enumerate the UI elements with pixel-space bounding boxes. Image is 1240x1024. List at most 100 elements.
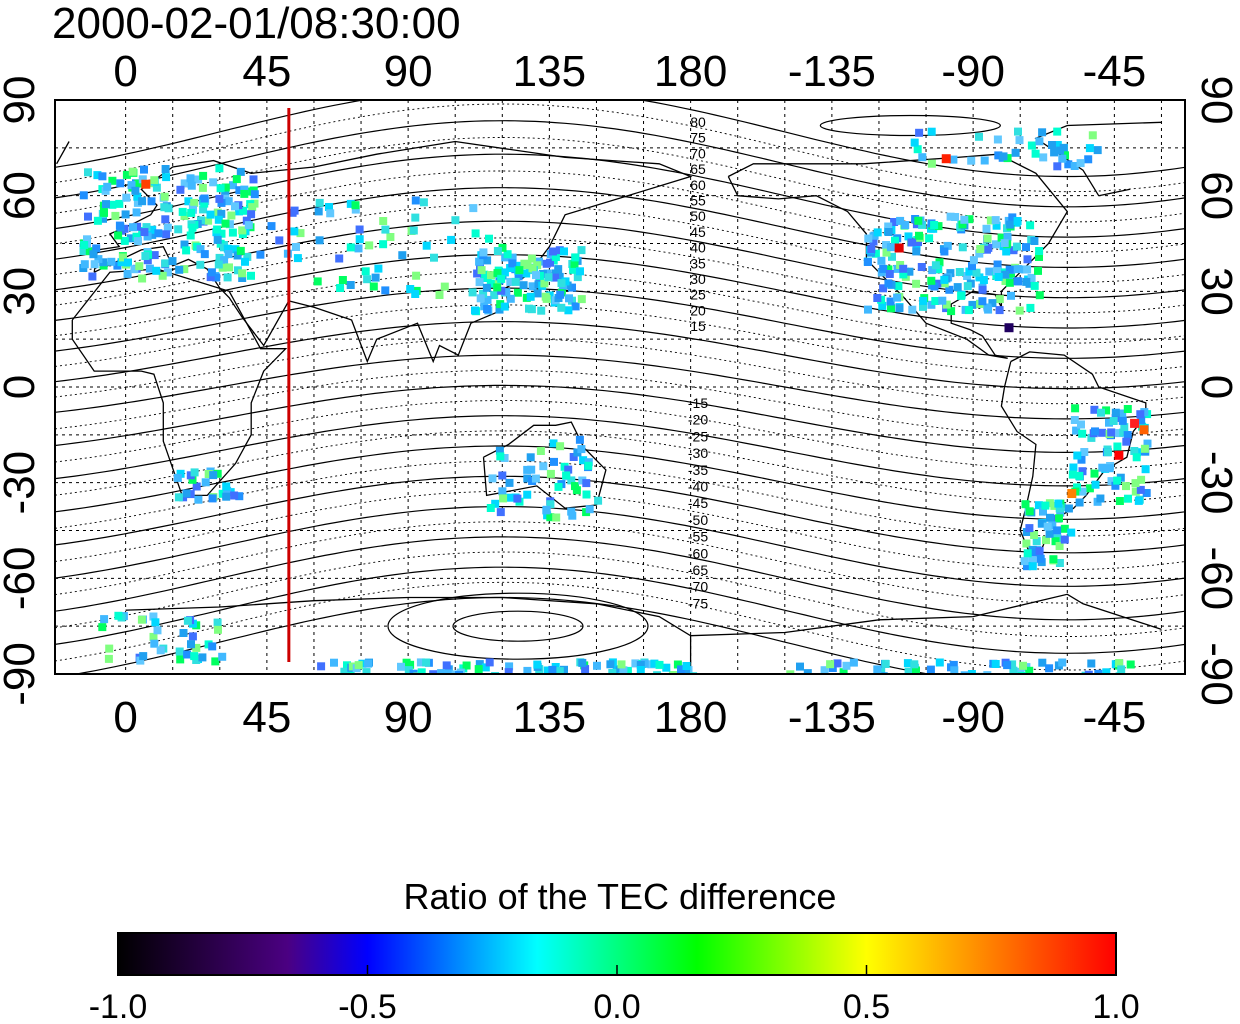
tec-cell — [398, 251, 407, 260]
tec-cell — [1114, 450, 1124, 460]
tec-cell — [1006, 220, 1015, 229]
tec-cell — [214, 625, 222, 634]
contour-label: 75 — [690, 130, 706, 146]
tec-cell — [576, 267, 584, 276]
tec-cell — [879, 264, 888, 273]
tec-cell — [894, 243, 904, 253]
tec-cell — [330, 658, 338, 667]
tec-cell — [108, 200, 117, 209]
magnetic-contour — [55, 287, 1185, 359]
tec-cell — [148, 230, 157, 239]
tec-cell — [409, 226, 418, 235]
tec-cell — [214, 215, 223, 224]
tec-cell — [190, 652, 199, 661]
tec-cell — [1088, 131, 1097, 140]
tec-cell — [1087, 433, 1096, 442]
tec-cell — [1008, 660, 1017, 669]
y-tick-label-right: -30 — [1192, 451, 1240, 515]
tec-cell — [208, 642, 217, 651]
tec-cell — [120, 236, 129, 245]
tec-cell — [562, 471, 571, 480]
tec-cell — [552, 513, 561, 522]
tec-cell — [1091, 480, 1100, 489]
tec-cell — [175, 265, 184, 274]
tec-cell — [1070, 162, 1079, 170]
tec-cell — [121, 210, 130, 219]
tec-cell — [161, 165, 170, 173]
tec-cell — [102, 200, 110, 209]
tec-cell — [947, 307, 956, 316]
tec-cell — [867, 245, 876, 254]
contour-label: 70 — [690, 145, 706, 161]
tec-cell — [1034, 266, 1042, 275]
tec-cell — [565, 294, 573, 303]
x-tick-label-bottom: -90 — [941, 693, 1005, 742]
contour-label: 50 — [690, 208, 706, 224]
tec-cell — [99, 214, 107, 223]
tec-cell — [941, 154, 951, 164]
tec-cell — [1050, 501, 1059, 510]
tec-cell — [544, 273, 553, 282]
tec-cell — [1049, 555, 1058, 564]
tec-cell — [578, 658, 587, 667]
tec-cell — [1141, 465, 1150, 474]
contour-label: 15 — [690, 318, 706, 334]
tec-cell — [290, 227, 299, 236]
tec-cell — [444, 669, 453, 674]
tec-cell — [960, 215, 969, 224]
tec-cell — [174, 493, 183, 502]
tec-cell — [978, 297, 987, 306]
tec-cell — [176, 185, 185, 194]
tec-cell — [655, 660, 664, 669]
tec-cell — [907, 238, 916, 247]
tec-cell — [201, 478, 210, 487]
tec-cell — [963, 272, 972, 280]
tec-cell — [141, 252, 150, 260]
tec-cell — [884, 222, 893, 231]
magnetic-contour — [55, 354, 1185, 420]
tec-cell — [236, 167, 245, 176]
south-pole-contour — [452, 610, 584, 642]
tec-cell — [912, 247, 921, 256]
tec-cell — [992, 240, 1000, 249]
tec-cell — [93, 216, 102, 225]
tec-cell — [953, 283, 962, 292]
tec-cell — [1014, 127, 1022, 136]
tec-cell — [887, 304, 895, 313]
tec-cell — [84, 212, 92, 221]
tec-cell — [162, 230, 171, 239]
tec-cell — [174, 225, 183, 234]
tec-cell — [513, 288, 522, 297]
tec-cell — [568, 283, 576, 292]
tec-cell — [175, 647, 184, 656]
tec-cell — [188, 223, 197, 232]
tec-cell — [1118, 409, 1127, 418]
tec-cell — [1109, 417, 1118, 425]
tec-cell — [482, 283, 491, 292]
tec-cell — [1012, 242, 1021, 251]
tec-cell — [540, 279, 549, 288]
tec-cell — [351, 201, 360, 210]
x-tick-label-top: 45 — [242, 47, 291, 96]
tec-cell — [955, 268, 964, 276]
tec-cell — [523, 474, 532, 483]
tec-cell — [541, 292, 550, 301]
tec-cell — [404, 666, 413, 674]
tec-cell — [354, 244, 363, 253]
tec-cell — [548, 665, 557, 674]
tec-cell — [184, 197, 193, 206]
tec-cell — [1105, 418, 1113, 427]
tec-cell — [963, 282, 972, 291]
tec-cell — [429, 670, 438, 674]
tec-cell — [496, 300, 505, 309]
tec-cell — [486, 504, 495, 512]
tec-cell — [884, 265, 893, 274]
north-pole-contour — [819, 114, 1001, 137]
tec-cell — [1085, 484, 1094, 493]
tec-cell — [1035, 291, 1044, 300]
tec-cell — [979, 276, 988, 284]
tec-cell — [931, 297, 940, 305]
tec-cell — [994, 273, 1003, 281]
tec-cell — [215, 164, 224, 173]
tec-cell — [958, 220, 967, 229]
